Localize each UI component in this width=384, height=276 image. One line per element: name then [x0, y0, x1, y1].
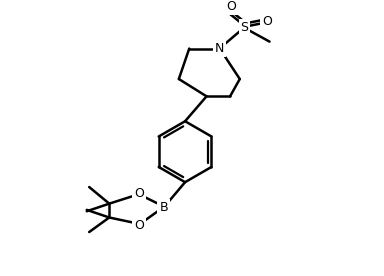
Text: O: O — [262, 15, 272, 28]
Text: S: S — [241, 21, 248, 34]
Text: B: B — [159, 201, 168, 214]
Text: O: O — [134, 187, 144, 200]
Text: N: N — [215, 42, 224, 55]
Text: O: O — [134, 219, 144, 232]
Text: O: O — [227, 0, 237, 13]
